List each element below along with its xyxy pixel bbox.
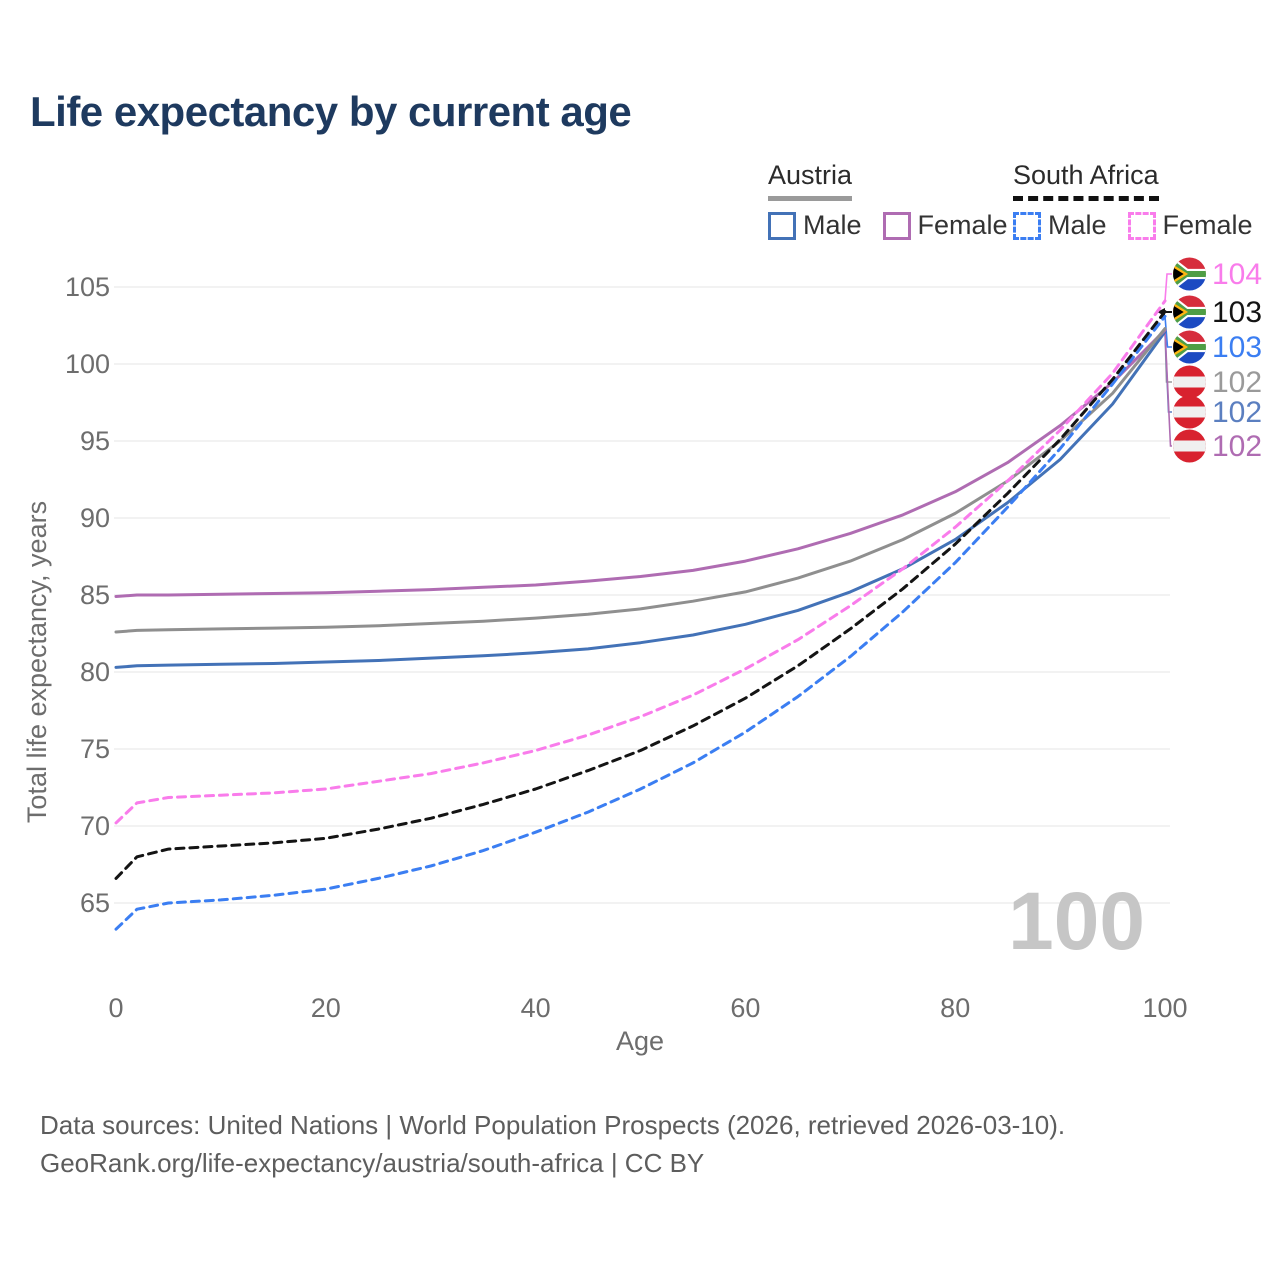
chart-footer: Data sources: United Nations | World Pop… (40, 1106, 1065, 1182)
legend-country-austria[interactable]: Austria (768, 160, 853, 201)
legend-item-south-africa-male[interactable]: Male (1013, 210, 1107, 241)
end-value-label: 103 (1212, 296, 1262, 329)
end-value-label: 102 (1212, 366, 1262, 399)
y-tick-label: 85 (80, 580, 110, 610)
legend-swatch-south-africa-female-icon[interactable] (1127, 211, 1156, 240)
x-tick-label: 20 (311, 993, 341, 1023)
legend-items-austria: Male Female (768, 210, 1029, 241)
south-africa-flag-icon (1173, 330, 1206, 364)
age-watermark: 100 (1008, 876, 1145, 967)
legend-item-austria-male[interactable]: Male (768, 210, 862, 241)
austria-flag-icon (1173, 429, 1206, 463)
x-axis-title: Age (616, 1026, 664, 1056)
legend-swatch-austria-male-icon[interactable] (768, 211, 796, 240)
y-axis-title: Total life expectancy, years (22, 501, 52, 823)
austria-flag-icon (1173, 395, 1206, 429)
legend-swatch-austria-female-icon[interactable] (882, 211, 911, 240)
austria-flag-icon (1173, 365, 1206, 399)
legend-swatch-south-africa-male-icon[interactable] (1013, 211, 1041, 240)
y-tick-label: 100 (65, 349, 110, 379)
y-tick-label: 65 (80, 888, 110, 918)
leader-line (1164, 273, 1172, 301)
footer-link: GeoRank.org/life-expectancy/austria/sout… (40, 1148, 705, 1178)
legend-label-austria-male: Male (803, 210, 862, 240)
south-africa-flag-icon (1173, 295, 1206, 329)
chart-legend: Austria Male Female South Africa Male (0, 160, 1280, 240)
y-tick-label: 90 (80, 503, 110, 533)
leader-line (1164, 330, 1172, 447)
y-tick-label: 95 (80, 426, 110, 456)
legend-item-south-africa-female[interactable]: Female (1127, 210, 1253, 241)
series-line-south-africa-both-sexes[interactable] (114, 310, 1167, 880)
legend-items-south-africa: Male Female (1013, 210, 1274, 241)
x-tick-label: 80 (940, 993, 970, 1023)
footer-sources: Data sources: United Nations | World Pop… (40, 1110, 1066, 1140)
end-value-label: 103 (1212, 331, 1262, 364)
end-value-label: 102 (1212, 430, 1262, 463)
south-africa-flag-icon (1173, 257, 1206, 291)
legend-label-south-africa-female: Female (1162, 210, 1253, 240)
series-line-austria-female[interactable] (114, 328, 1167, 598)
x-tick-label: 40 (521, 993, 551, 1023)
x-tick-label: 0 (108, 993, 123, 1023)
end-value-label: 102 (1212, 396, 1262, 429)
series-line-austria-male[interactable] (114, 330, 1167, 669)
legend-group-austria: Austria Male Female (768, 160, 1029, 241)
y-tick-label: 75 (80, 734, 110, 764)
series-line-south-africa-female[interactable] (114, 299, 1167, 825)
x-tick-label: 60 (730, 993, 760, 1023)
x-tick-label: 100 (1142, 993, 1187, 1023)
y-tick-label: 105 (65, 272, 110, 302)
legend-label-south-africa-male: Male (1048, 210, 1107, 240)
y-tick-label: 70 (80, 811, 110, 841)
legend-group-south-africa: South Africa Male Female (1013, 160, 1274, 241)
series-line-austria-both-sexes[interactable] (114, 327, 1167, 634)
legend-country-south-africa[interactable]: South Africa (1013, 160, 1159, 201)
series-line-south-africa-male[interactable] (114, 314, 1167, 931)
leader-line (1164, 316, 1172, 348)
end-value-label: 104 (1212, 258, 1262, 291)
legend-item-austria-female[interactable]: Female (882, 210, 1008, 241)
y-tick-label: 80 (80, 657, 110, 687)
legend-label-austria-female: Female (917, 210, 1008, 240)
page-title: Life expectancy by current age (30, 88, 632, 135)
